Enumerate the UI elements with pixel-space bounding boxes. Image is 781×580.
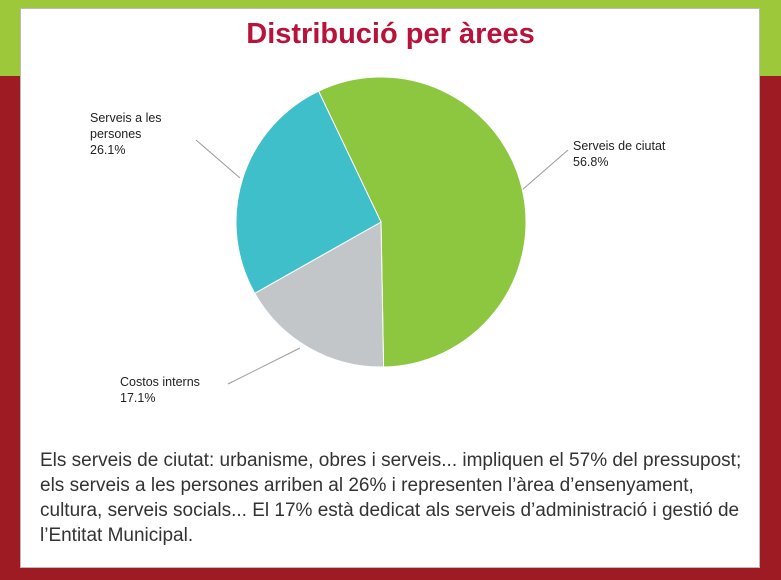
- leader-line: [521, 149, 569, 191]
- slice-label: Serveis a les persones 26.1%: [90, 110, 190, 158]
- chart-title: Distribució per àrees: [246, 18, 535, 50]
- leader-line: [227, 347, 301, 385]
- value-label: 26.1%: [90, 143, 126, 157]
- slice-label: Costos interns 17.1%: [120, 374, 260, 406]
- chart: [195, 76, 569, 385]
- value-label: 56.8%: [573, 155, 609, 169]
- category-label: Serveis de ciutat: [573, 139, 666, 153]
- leader-line: [195, 139, 241, 179]
- category-label: Costos interns: [120, 375, 200, 389]
- pie-slice: [317, 76, 527, 368]
- value-label: 17.1%: [120, 391, 156, 405]
- description: Els serveis de ciutat: urbanisme, obres …: [40, 450, 742, 546]
- slice-label: Serveis de ciutat 56.8%: [573, 138, 713, 170]
- category-label: Serveis a les persones: [90, 111, 162, 141]
- pie-slice: [235, 90, 382, 294]
- pie-slice: [254, 221, 385, 368]
